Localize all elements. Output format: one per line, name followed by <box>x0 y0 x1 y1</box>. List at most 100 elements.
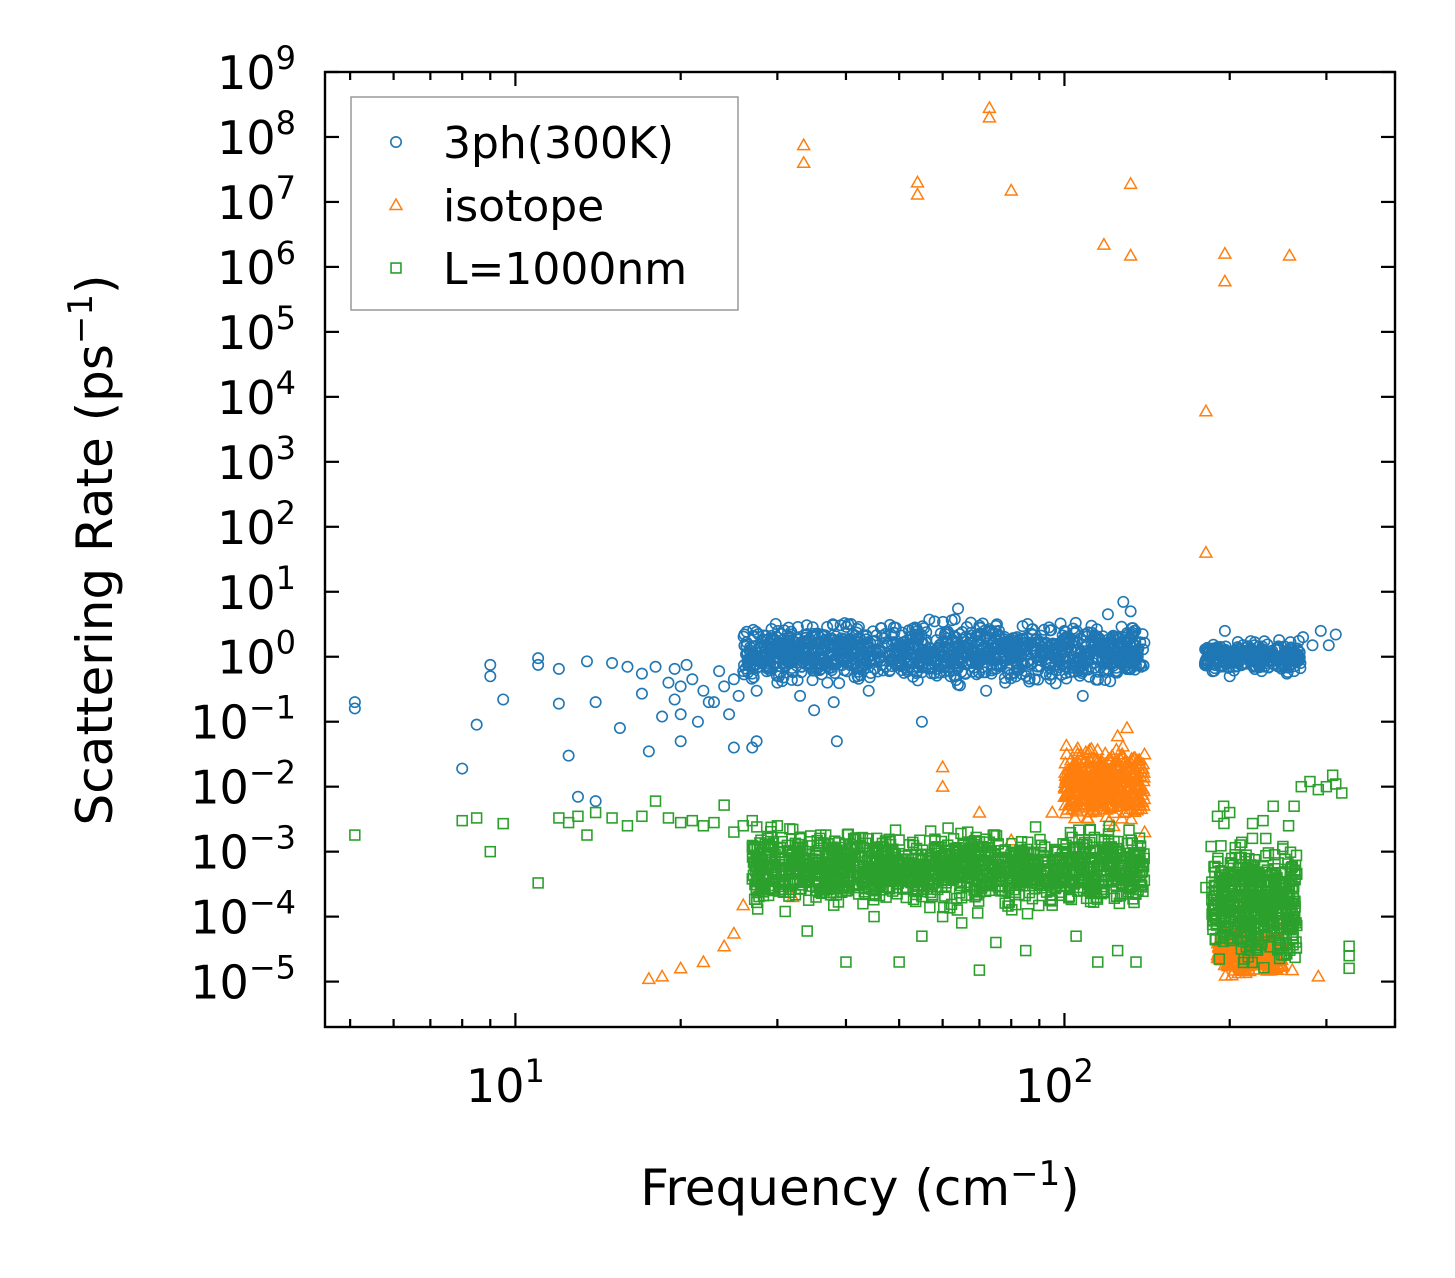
circle-point <box>1104 675 1117 688</box>
triangle-point <box>1083 754 1099 768</box>
square-point <box>1343 949 1355 962</box>
triangle-point <box>1064 770 1080 784</box>
circle-point <box>470 718 483 731</box>
circle-point <box>1261 657 1274 670</box>
square-point <box>937 901 950 914</box>
circle-point <box>497 693 510 706</box>
plot-area <box>323 70 1397 1029</box>
circle-point <box>874 644 887 657</box>
circle-point <box>843 632 856 645</box>
circle-point <box>987 662 1000 675</box>
circle-point <box>873 650 886 663</box>
circle-point <box>763 653 776 666</box>
circle-point <box>833 677 846 690</box>
circle-point <box>1123 640 1136 653</box>
circle-point <box>746 667 759 680</box>
circle-point <box>980 684 993 697</box>
triangle-point <box>1109 742 1124 755</box>
circle-point <box>1273 654 1286 667</box>
circle-point <box>883 665 896 678</box>
triangle-point <box>1075 779 1091 792</box>
circle-point <box>1082 663 1095 676</box>
triangle-point <box>1198 403 1214 417</box>
y-tick-label: 109 <box>217 39 296 100</box>
circle-point <box>348 702 361 715</box>
triangle-point <box>1067 810 1083 824</box>
circle-point <box>727 673 740 686</box>
circle-point <box>1272 640 1285 653</box>
circle-point <box>757 633 770 646</box>
circle-point <box>990 618 1003 631</box>
square-point <box>801 925 813 937</box>
circle-point <box>1135 660 1148 673</box>
square-point <box>868 910 880 923</box>
triangle-point <box>726 925 742 939</box>
circle-point <box>1101 608 1114 621</box>
square-point <box>1343 940 1355 952</box>
square-point <box>1026 892 1039 905</box>
circle-point <box>939 626 952 639</box>
circle-point <box>794 689 807 702</box>
triangle-point <box>1083 776 1099 789</box>
circle-point <box>348 696 361 709</box>
square-point <box>1123 824 1135 836</box>
square-point <box>532 877 544 889</box>
square-point <box>1130 956 1142 968</box>
square-point <box>955 917 968 929</box>
circle-point <box>851 670 864 683</box>
circle-point <box>697 684 710 697</box>
circle-point <box>873 645 886 658</box>
circle-point <box>1138 636 1151 649</box>
triangle-point <box>1114 746 1130 760</box>
triangle-point <box>1110 791 1126 804</box>
circle-point <box>1045 624 1058 637</box>
circle-point <box>674 735 687 748</box>
circle-point <box>999 676 1012 689</box>
square-point <box>456 814 468 827</box>
circle-point <box>674 680 687 693</box>
triangle-point <box>1106 799 1121 813</box>
triangle-point <box>1086 779 1102 793</box>
square-point <box>942 822 954 834</box>
circle-point <box>948 656 961 669</box>
circle-point <box>815 668 828 681</box>
circle-point <box>842 618 855 631</box>
circle-point <box>484 658 497 671</box>
circle-point <box>986 639 999 652</box>
circle-point <box>947 651 960 664</box>
circle-point <box>727 741 740 754</box>
x-tick-labels: 101 102 <box>466 1052 1094 1113</box>
circle-point <box>668 662 681 675</box>
circle-point <box>1109 665 1122 678</box>
triangle-point <box>1122 761 1137 775</box>
circle-point <box>1255 665 1268 678</box>
circle-point <box>923 613 936 626</box>
square-point <box>606 812 618 824</box>
circle-point <box>1106 636 1119 649</box>
x-tick-label: 101 <box>466 1052 545 1113</box>
circle-point <box>936 645 949 658</box>
triangle-point <box>796 137 811 151</box>
series-3ph(300K) <box>348 595 1342 808</box>
circle-point <box>938 661 951 674</box>
circle-point <box>562 749 575 762</box>
circle-point <box>723 708 736 721</box>
square-point <box>779 905 791 918</box>
square-point <box>1128 896 1140 909</box>
triangle-point <box>1130 795 1146 808</box>
data-marks <box>348 100 1355 985</box>
circle-point <box>1223 670 1236 683</box>
square-point <box>686 814 699 827</box>
circle-point <box>827 619 840 632</box>
circle-point <box>866 635 879 648</box>
circle-point <box>662 676 675 689</box>
circle-point <box>920 634 933 647</box>
triangle-point <box>1311 968 1326 982</box>
circle-point <box>1314 624 1327 637</box>
triangle-point <box>1114 765 1130 779</box>
square-point <box>1246 832 1259 845</box>
circle-point <box>1076 663 1089 676</box>
triangle-point <box>1079 810 1095 824</box>
square-point <box>973 964 986 976</box>
